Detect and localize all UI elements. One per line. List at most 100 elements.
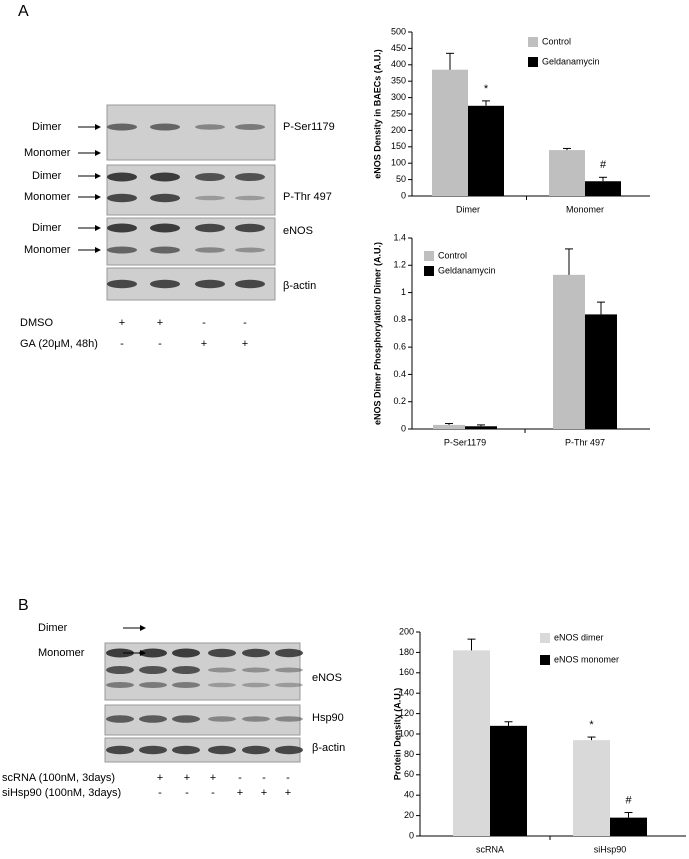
band-label: Monomer [24, 244, 71, 256]
x-tick-label: P-Thr 497 [565, 437, 605, 447]
annotation: # [625, 794, 632, 806]
blot-band [106, 648, 134, 658]
blot-band [235, 247, 265, 253]
error-bar [446, 52, 454, 70]
blot-band [172, 745, 200, 755]
blot-band [275, 745, 303, 755]
bar [585, 181, 621, 196]
blot-band [242, 667, 270, 673]
y-tick-label: 140 [399, 688, 414, 698]
blot-band [195, 124, 225, 130]
blot-band [150, 279, 180, 289]
blot-band [139, 682, 167, 688]
condition-label: siHsp90 (100nM, 3days) [2, 787, 121, 799]
blot-band [106, 715, 134, 723]
blot-band [150, 223, 180, 233]
blot-band [195, 279, 225, 289]
band-label: Monomer [38, 647, 85, 659]
condition-label: GA (20μM, 48h) [20, 338, 98, 350]
condition-mark: + [157, 317, 163, 329]
y-axis-label: Protein Density (A.U.) [392, 688, 402, 781]
y-tick-label: 450 [391, 43, 406, 53]
error-bar [445, 423, 453, 425]
row-label: Hsp90 [312, 712, 344, 724]
x-tick-label: Dimer [456, 204, 480, 214]
blot-band [235, 223, 265, 233]
annotation: # [600, 159, 607, 171]
blot-band [195, 247, 225, 253]
y-tick-label: 0 [401, 190, 406, 200]
annotation: * [589, 719, 594, 731]
row-label: β-actin [312, 742, 345, 754]
y-tick-label: 0.4 [393, 369, 406, 379]
error-bar [563, 147, 571, 151]
legend-label: eNOS dimer [554, 632, 604, 642]
blot-band [235, 279, 265, 289]
row-label: P-Thr 497 [283, 191, 332, 203]
y-axis-label: eNOS Density in BAECs (A.U.) [372, 49, 382, 179]
blot-band [208, 716, 236, 722]
blot-strip [104, 642, 301, 701]
blot-band [139, 648, 167, 658]
blot-band [242, 648, 270, 658]
y-tick-label: 0.6 [393, 342, 406, 352]
legend-label: Control [438, 250, 467, 260]
panel-label: B [18, 597, 29, 614]
blot-band [208, 745, 236, 755]
error-bar [482, 100, 490, 106]
blot-band [195, 223, 225, 233]
y-tick-label: 250 [391, 108, 406, 118]
error-bar [597, 301, 605, 315]
condition-mark: + [119, 317, 125, 329]
condition-mark: + [261, 787, 267, 799]
bar [585, 314, 617, 429]
blot-band [235, 173, 265, 181]
legend-label: Geldanamycin [438, 265, 496, 275]
y-tick-label: 160 [399, 667, 414, 677]
y-tick-label: 500 [391, 26, 406, 36]
row-label: β-actin [283, 280, 316, 292]
blot-band [235, 124, 265, 130]
blot-band [208, 682, 236, 688]
blot-strip [106, 104, 276, 161]
legend-swatch [424, 266, 434, 276]
y-tick-label: 80 [404, 749, 414, 759]
blot-band [208, 667, 236, 673]
blot-strip [104, 737, 301, 763]
condition-mark: + [210, 772, 216, 784]
y-axis-label: eNOS Dimer Phosphorylation/ Dimer (A.U.) [372, 242, 382, 425]
blot-band [208, 648, 236, 658]
error-bar [599, 176, 607, 182]
legend-swatch [540, 633, 550, 643]
legend-swatch [528, 37, 538, 47]
blot-band [275, 716, 303, 722]
blot-band [242, 716, 270, 722]
condition-mark: - [185, 787, 189, 799]
bar [433, 424, 465, 429]
y-tick-label: 400 [391, 59, 406, 69]
band-label: Monomer [24, 191, 71, 203]
x-tick-label: scRNA [476, 844, 504, 854]
y-tick-label: 100 [399, 728, 414, 738]
y-tick-label: 100 [391, 158, 406, 168]
bar [468, 105, 504, 196]
error-bar [624, 812, 633, 818]
blot-band [139, 715, 167, 723]
condition-mark: - [211, 787, 215, 799]
blot-band [195, 195, 225, 201]
blot-band [150, 193, 180, 203]
y-tick-label: 120 [399, 708, 414, 718]
legend-swatch [540, 655, 550, 665]
y-tick-label: 200 [399, 626, 414, 636]
legend-label: Control [542, 36, 571, 46]
blot-band [242, 682, 270, 688]
blot-strip [104, 704, 301, 736]
band-label: Monomer [24, 147, 71, 159]
blot-band [172, 666, 200, 674]
legend-swatch [424, 251, 434, 261]
y-tick-label: 60 [404, 769, 414, 779]
row-label: P-Ser1179 [283, 121, 335, 133]
condition-mark: + [237, 787, 243, 799]
bar [610, 817, 647, 836]
blot-band [107, 172, 137, 182]
